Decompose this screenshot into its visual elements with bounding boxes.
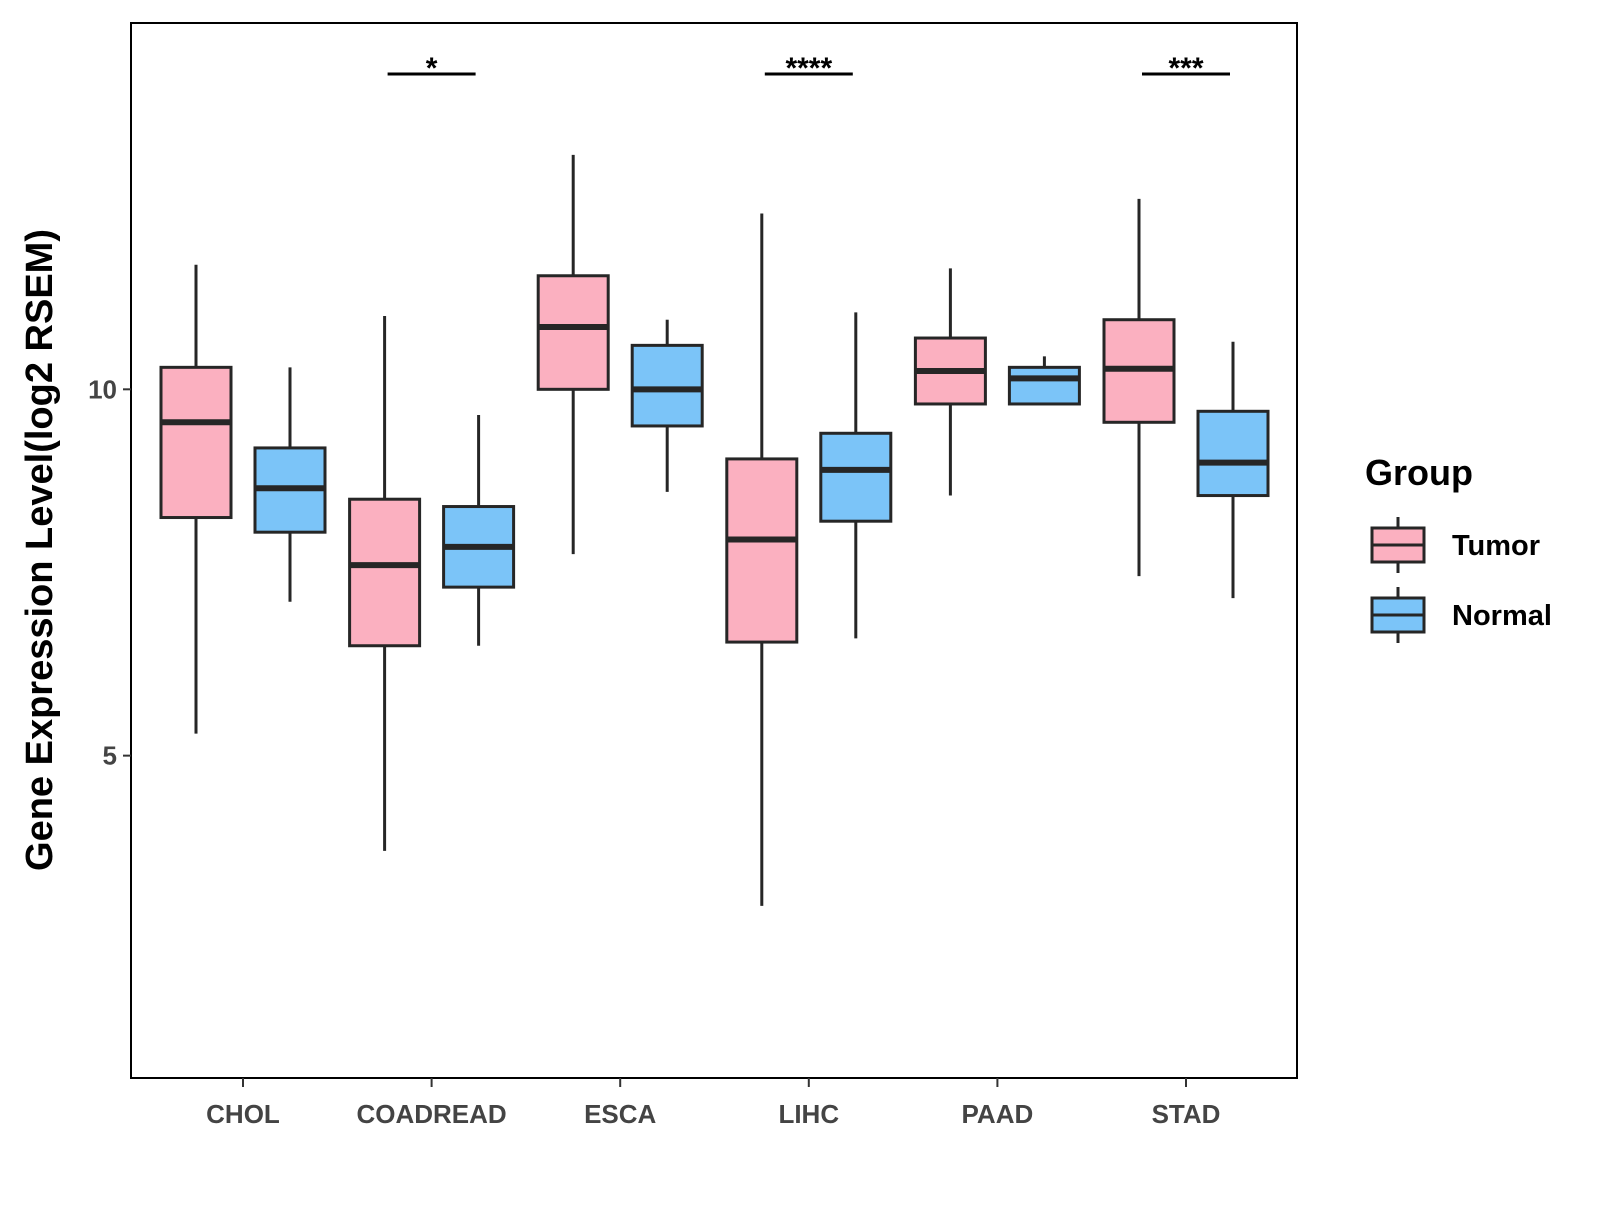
box-normal-coadread	[442, 414, 516, 646]
chart-marks: * **** ***	[159, 52, 1270, 906]
x-tick-label: ESCA	[584, 1099, 656, 1129]
box-normal-chol	[253, 367, 327, 602]
box-body	[1007, 365, 1081, 406]
legend-title: Group	[1365, 452, 1473, 493]
legend: Group Tumor Normal	[1365, 452, 1552, 643]
box-tumor-paad	[913, 268, 987, 496]
significance-label: ****	[785, 52, 832, 85]
legend-item-normal: Normal	[1370, 587, 1552, 643]
box-body	[725, 457, 799, 644]
y-tick-label: 10	[88, 374, 117, 404]
box-normal-paad	[1007, 356, 1081, 406]
box-body	[630, 343, 704, 428]
box-tumor-stad	[1102, 198, 1176, 577]
significance-label: *	[426, 52, 438, 85]
x-tick-label: PAAD	[962, 1099, 1034, 1129]
box-tumor-esca	[536, 154, 610, 555]
plot-panel	[130, 22, 1298, 1079]
legend-item-tumor: Tumor	[1370, 517, 1540, 573]
box-body	[819, 431, 893, 523]
x-tick-label: LIHC	[778, 1099, 839, 1129]
axes: 5 10 CHOL COADREAD ESCA LIHC PAAD STAD	[88, 374, 1220, 1129]
box-tumor-lihc	[725, 213, 799, 906]
legend-label: Normal	[1452, 600, 1552, 632]
box-body	[536, 274, 610, 391]
box-body	[1196, 409, 1270, 498]
y-tick-label: 5	[103, 741, 117, 771]
box-tumor-chol	[159, 264, 233, 734]
box-body	[159, 365, 233, 520]
legend-label: Tumor	[1452, 530, 1540, 562]
box-tumor-coadread	[348, 316, 422, 851]
x-tick-label: CHOL	[206, 1099, 280, 1129]
box-normal-lihc	[819, 312, 893, 639]
x-tick-label: COADREAD	[356, 1099, 506, 1129]
box-normal-esca	[630, 319, 704, 492]
box-normal-stad	[1196, 341, 1270, 599]
significance-label: ***	[1168, 52, 1203, 85]
box-body	[348, 497, 422, 648]
y-axis-title: Gene Expression Level(log2 RSEM)	[19, 229, 61, 871]
x-tick-label: STAD	[1152, 1099, 1221, 1129]
